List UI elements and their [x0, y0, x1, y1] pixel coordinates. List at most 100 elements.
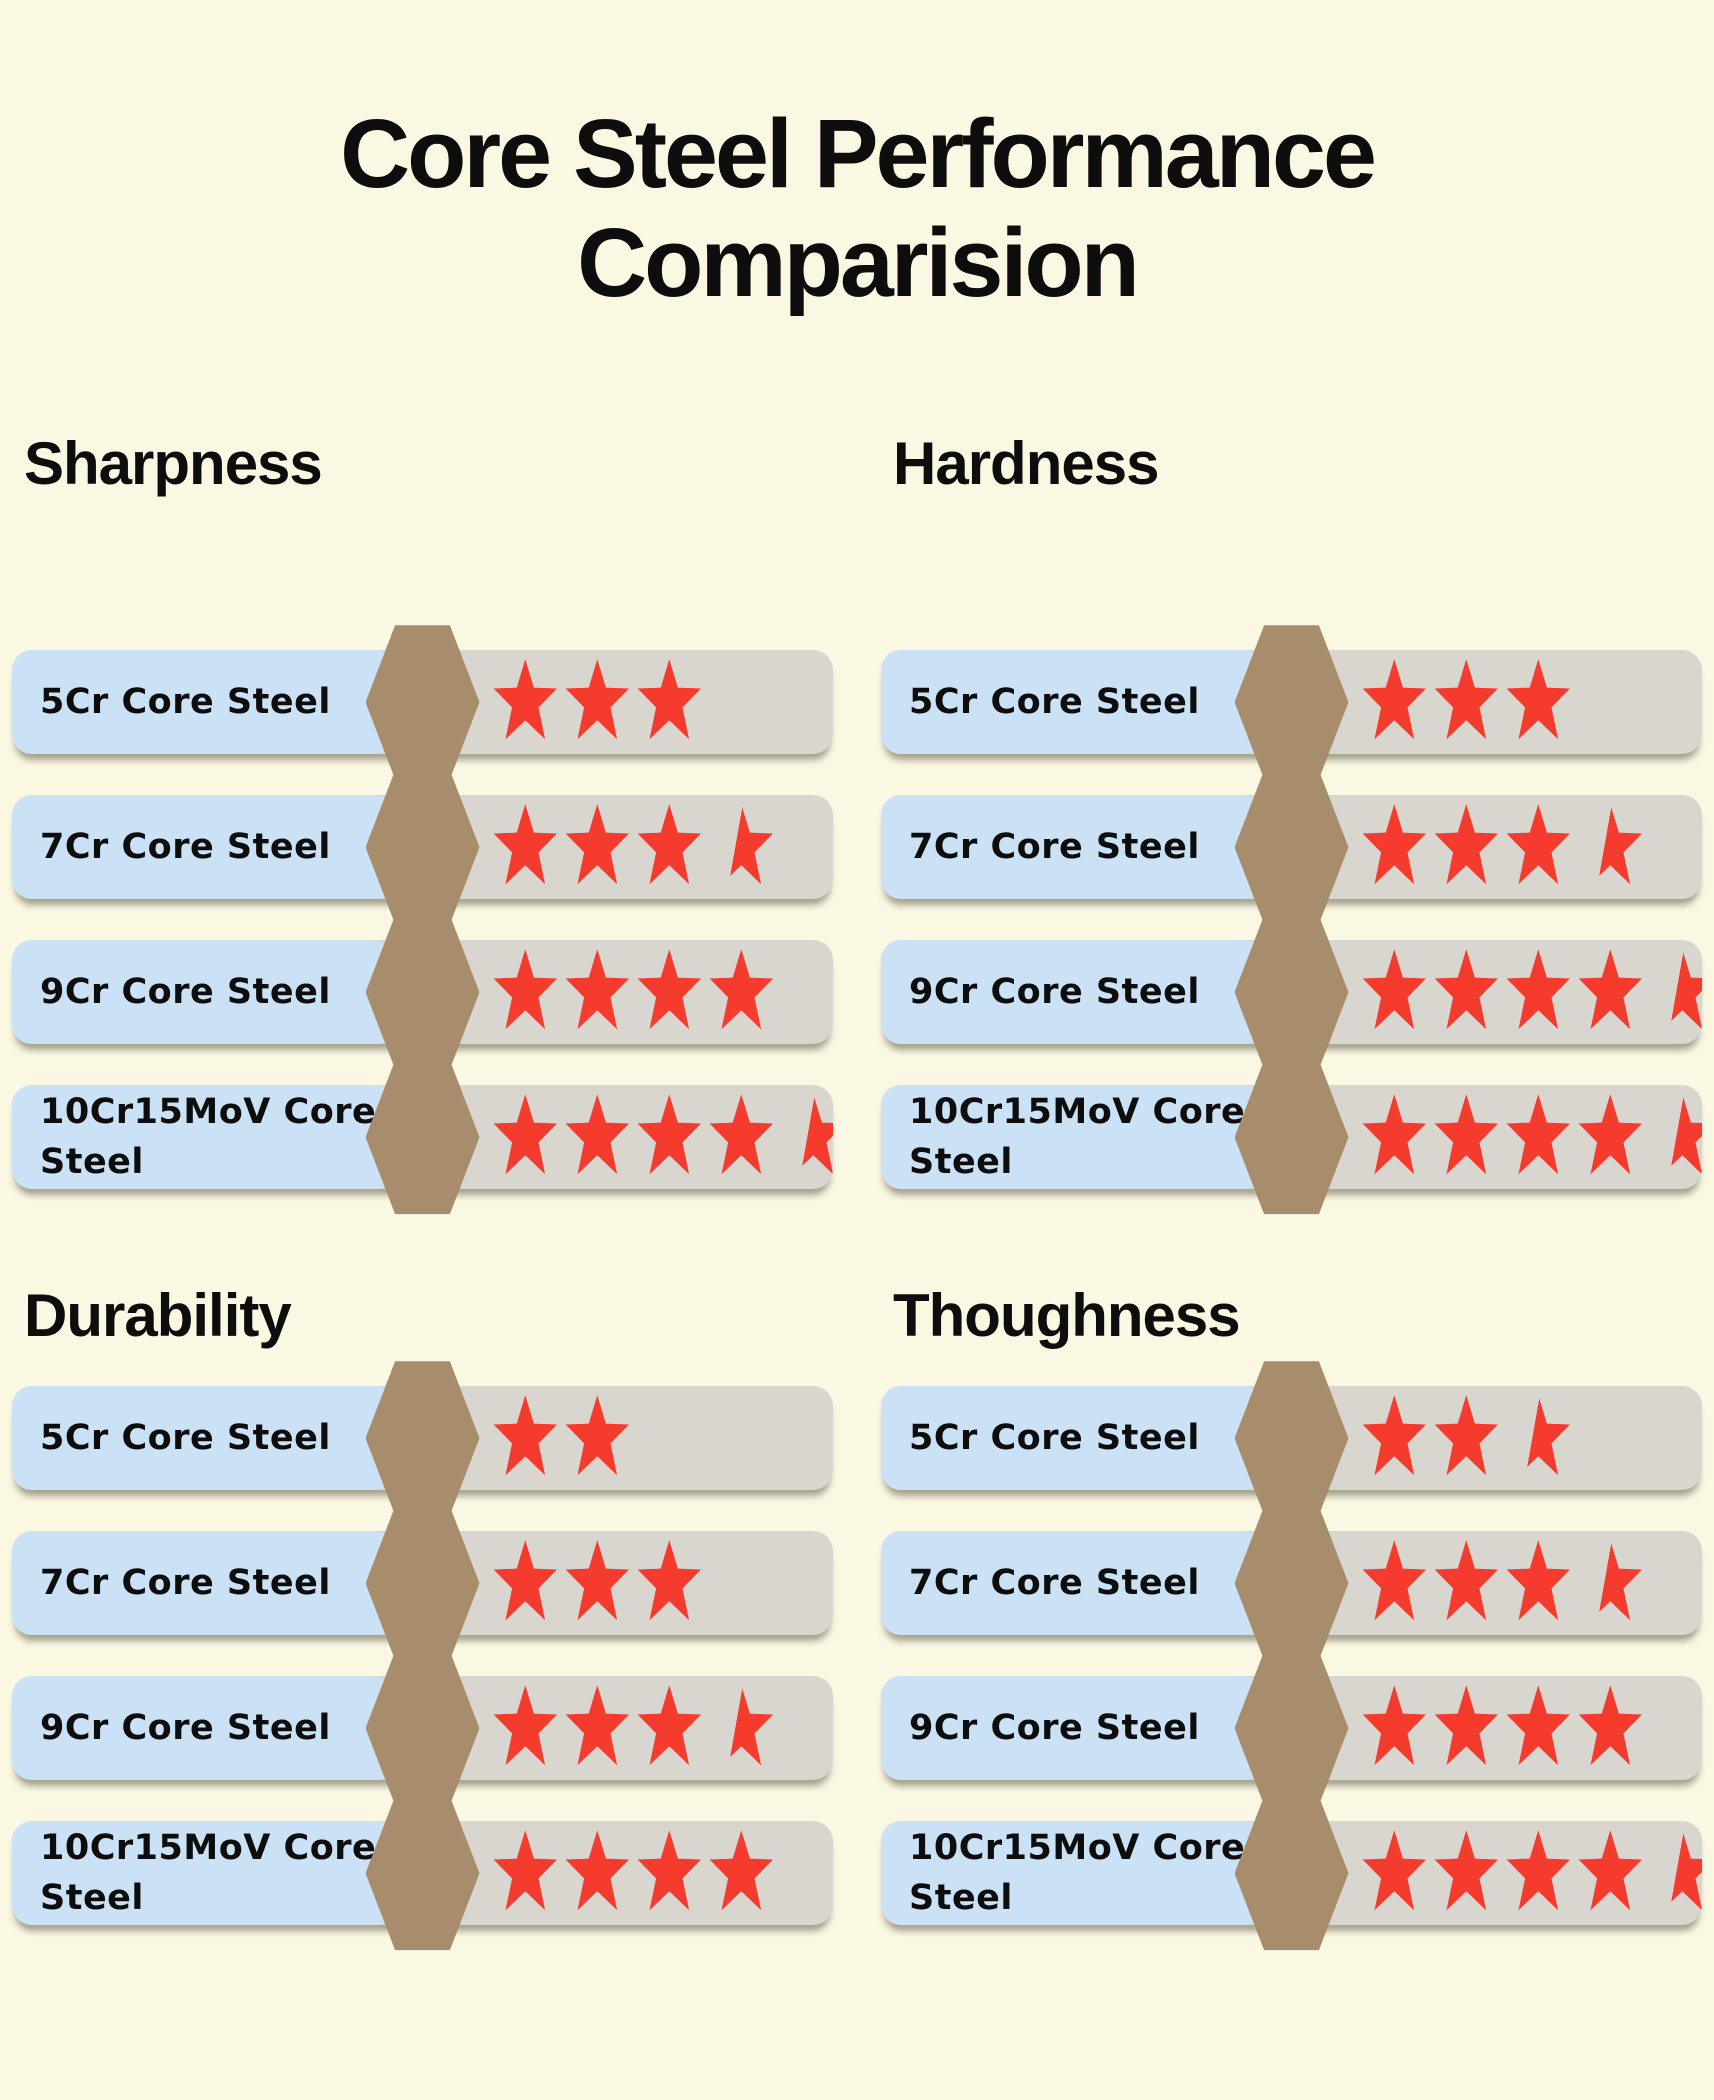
star-icon-half: [1578, 804, 1642, 885]
star-icon-full: [1434, 1685, 1498, 1766]
rating-row: 7Cr Core Steel: [881, 1506, 1702, 1661]
rating-row: 10Cr15MoV Core Steel: [881, 1796, 1702, 1951]
star-icon-full: [1506, 949, 1570, 1030]
star-rating: [492, 1094, 833, 1180]
hexagon-icon: [365, 770, 480, 925]
steel-label: 9Cr Core Steel: [40, 1707, 331, 1748]
star-icon-half: [1650, 949, 1702, 1030]
star-rating: [1361, 1094, 1702, 1180]
star-icon-full: [1434, 1395, 1498, 1476]
star-rating: [1361, 1830, 1702, 1916]
star-icon-full: [1506, 804, 1570, 885]
star-icon-half: [1650, 1830, 1702, 1911]
hexagon-icon: [365, 1651, 480, 1806]
section-durability: Durability 5Cr Core Steel 7Cr Core Steel: [12, 1281, 833, 1951]
star-rating: [1361, 1395, 1571, 1481]
section-title: Thoughness: [893, 1282, 1241, 1350]
hexagon-icon: [365, 1506, 480, 1661]
star-icon-full: [565, 1830, 629, 1911]
star-icon-full: [1578, 1094, 1642, 1175]
steel-label-bar: 7Cr Core Steel: [12, 1531, 394, 1636]
steel-label: 9Cr Core Steel: [909, 1707, 1200, 1748]
star-rating: [492, 804, 774, 890]
star-icon-full: [1506, 1685, 1570, 1766]
star-icon-full: [1362, 1094, 1426, 1175]
star-icon-full: [1434, 1540, 1498, 1621]
star-icon-half: [1650, 1094, 1702, 1175]
star-icon-full: [1506, 1094, 1570, 1175]
hexagon-icon: [365, 1060, 480, 1215]
page-title: Core Steel Performance Comparision: [340, 99, 1377, 317]
steel-label: 10Cr15MoV Core Steel: [40, 1091, 377, 1183]
hexagon-icon: [365, 915, 480, 1070]
steel-label-bar: 9Cr Core Steel: [881, 940, 1263, 1045]
section-title: Hardness: [893, 430, 1159, 498]
steel-label-bar: 5Cr Core Steel: [881, 1386, 1263, 1491]
steel-label-bar: 7Cr Core Steel: [12, 795, 394, 900]
star-icon-full: [709, 1094, 773, 1175]
steel-label: 7Cr Core Steel: [40, 1562, 331, 1603]
star-icon-full: [565, 1685, 629, 1766]
steel-label: 5Cr Core Steel: [909, 1417, 1200, 1458]
star-icon-full: [1362, 1830, 1426, 1911]
hexagon-icon: [1234, 1361, 1349, 1516]
steel-label-bar: 9Cr Core Steel: [881, 1676, 1263, 1781]
star-rating: [492, 1540, 702, 1626]
steel-label-bar: 10Cr15MoV Core Steel: [881, 1821, 1263, 1926]
hexagon-icon: [1234, 770, 1349, 925]
star-rating: [492, 949, 774, 1035]
section-title: Sharpness: [24, 430, 323, 498]
star-icon-full: [1362, 804, 1426, 885]
star-icon-full: [493, 1685, 557, 1766]
star-icon-full: [493, 804, 557, 885]
steel-label-bar: 7Cr Core Steel: [881, 795, 1263, 900]
star-icon-full: [1362, 1685, 1426, 1766]
section-thoughness: Thoughness 5Cr Core Steel 7Cr Core Steel: [881, 1281, 1702, 1951]
hexagon-icon: [365, 1796, 480, 1951]
steel-label: 5Cr Core Steel: [40, 1417, 331, 1458]
hexagon-icon: [1234, 1651, 1349, 1806]
steel-label: 9Cr Core Steel: [40, 971, 331, 1012]
star-icon-full: [1506, 659, 1570, 740]
star-icon-full: [709, 1830, 773, 1911]
steel-label-bar: 5Cr Core Steel: [12, 650, 394, 755]
star-icon-full: [1434, 1094, 1498, 1175]
section-hardness: Hardness 5Cr Core Steel 7Cr Core Steel: [881, 429, 1702, 1215]
steel-label: 7Cr Core Steel: [909, 1562, 1200, 1603]
star-icon-full: [493, 1094, 557, 1175]
star-icon-full: [637, 1094, 701, 1175]
star-icon-full: [1362, 1540, 1426, 1621]
steel-label: 10Cr15MoV Core Steel: [909, 1091, 1246, 1183]
star-icon-full: [1362, 659, 1426, 740]
star-icon-full: [493, 1395, 557, 1476]
star-rating: [492, 1685, 774, 1771]
star-icon-full: [565, 1540, 629, 1621]
steel-label: 7Cr Core Steel: [909, 826, 1200, 867]
sections-grid: Sharpness 5Cr Core Steel 7Cr Core Steel: [0, 429, 1714, 1951]
section-title: Durability: [24, 1282, 292, 1350]
hexagon-icon: [365, 1361, 480, 1516]
star-icon-full: [1506, 1830, 1570, 1911]
star-icon-full: [493, 1830, 557, 1911]
star-icon-full: [493, 949, 557, 1030]
steel-label-bar: 7Cr Core Steel: [881, 1531, 1263, 1636]
star-icon-full: [1578, 1830, 1642, 1911]
rating-row: 5Cr Core Steel: [12, 625, 833, 780]
star-icon-full: [565, 1395, 629, 1476]
star-icon-full: [637, 1830, 701, 1911]
star-icon-full: [1434, 949, 1498, 1030]
steel-label-bar: 10Cr15MoV Core Steel: [12, 1821, 394, 1926]
star-icon-full: [1506, 1540, 1570, 1621]
rating-row: 7Cr Core Steel: [881, 770, 1702, 925]
star-icon-full: [637, 659, 701, 740]
star-rating: [492, 1395, 630, 1481]
star-icon-full: [709, 949, 773, 1030]
star-icon-full: [637, 1540, 701, 1621]
rating-row: 9Cr Core Steel: [12, 1651, 833, 1806]
star-icon-full: [637, 804, 701, 885]
star-icon-half: [1506, 1395, 1570, 1476]
steel-label-bar: 9Cr Core Steel: [12, 1676, 394, 1781]
star-icon-full: [1434, 1830, 1498, 1911]
star-icon-full: [565, 804, 629, 885]
steel-label-bar: 10Cr15MoV Core Steel: [881, 1085, 1263, 1190]
